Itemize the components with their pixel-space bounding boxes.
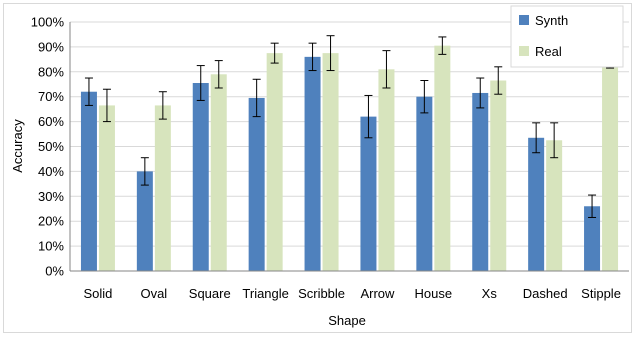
bar-synth-triangle [249, 98, 265, 271]
x-tick-label: Square [189, 286, 231, 301]
bars [81, 46, 618, 271]
x-tick-label: Triangle [242, 286, 288, 301]
legend-label-real: Real [535, 44, 562, 59]
bar-real-oval [155, 105, 171, 271]
y-tick-label: 0% [45, 264, 64, 279]
bar-synth-oval [137, 171, 153, 271]
bar-real-scribble [323, 53, 339, 271]
bar-real-stipple [602, 53, 618, 271]
y-tick-label: 60% [38, 114, 64, 129]
y-tick-label: 10% [38, 239, 64, 254]
y-tick-label: 40% [38, 164, 64, 179]
bar-synth-square [193, 83, 209, 271]
bar-synth-xs [472, 93, 488, 271]
y-tick-label: 100% [31, 15, 65, 30]
bar-real-house [434, 46, 450, 271]
y-axis-title: Accuracy [10, 119, 25, 173]
x-axis-title: Shape [328, 313, 366, 328]
y-tick-labels: 0% 10% 20% 30% 40% 50% 60% 70% 80% 90% 100% [31, 15, 65, 279]
legend-swatch-synth [519, 15, 529, 25]
bar-real-solid [99, 105, 115, 271]
y-tick-label: 50% [38, 139, 64, 154]
x-tick-label: Xs [482, 286, 498, 301]
legend: Synth Real [511, 6, 623, 67]
bar-real-xs [490, 81, 506, 271]
x-tick-label: Stipple [581, 286, 621, 301]
x-tick-label: Dashed [523, 286, 568, 301]
legend-label-synth: Synth [535, 13, 568, 28]
bar-synth-arrow [360, 117, 376, 271]
bar-synth-dashed [528, 138, 544, 271]
bar-synth-solid [81, 92, 97, 271]
x-tick-label: Arrow [360, 286, 395, 301]
y-tick-label: 80% [38, 64, 64, 79]
y-tick-label: 20% [38, 214, 64, 229]
bar-real-dashed [546, 140, 562, 271]
bar-synth-house [416, 97, 432, 271]
bar-real-arrow [378, 69, 394, 271]
bar-synth-scribble [305, 57, 321, 271]
bar-real-square [211, 74, 227, 271]
bar-real-triangle [267, 53, 283, 271]
x-tick-labels: Solid Oval Square Triangle Scribble Arrow Hous… [83, 286, 620, 301]
x-tick-label: Solid [83, 286, 112, 301]
legend-swatch-real [519, 46, 529, 56]
x-tick-label: House [415, 286, 453, 301]
y-tick-label: 70% [38, 89, 64, 104]
x-tick-label: Oval [140, 286, 167, 301]
x-tick-label: Scribble [298, 286, 345, 301]
y-tick-label: 90% [38, 39, 64, 54]
y-tick-label: 30% [38, 189, 64, 204]
